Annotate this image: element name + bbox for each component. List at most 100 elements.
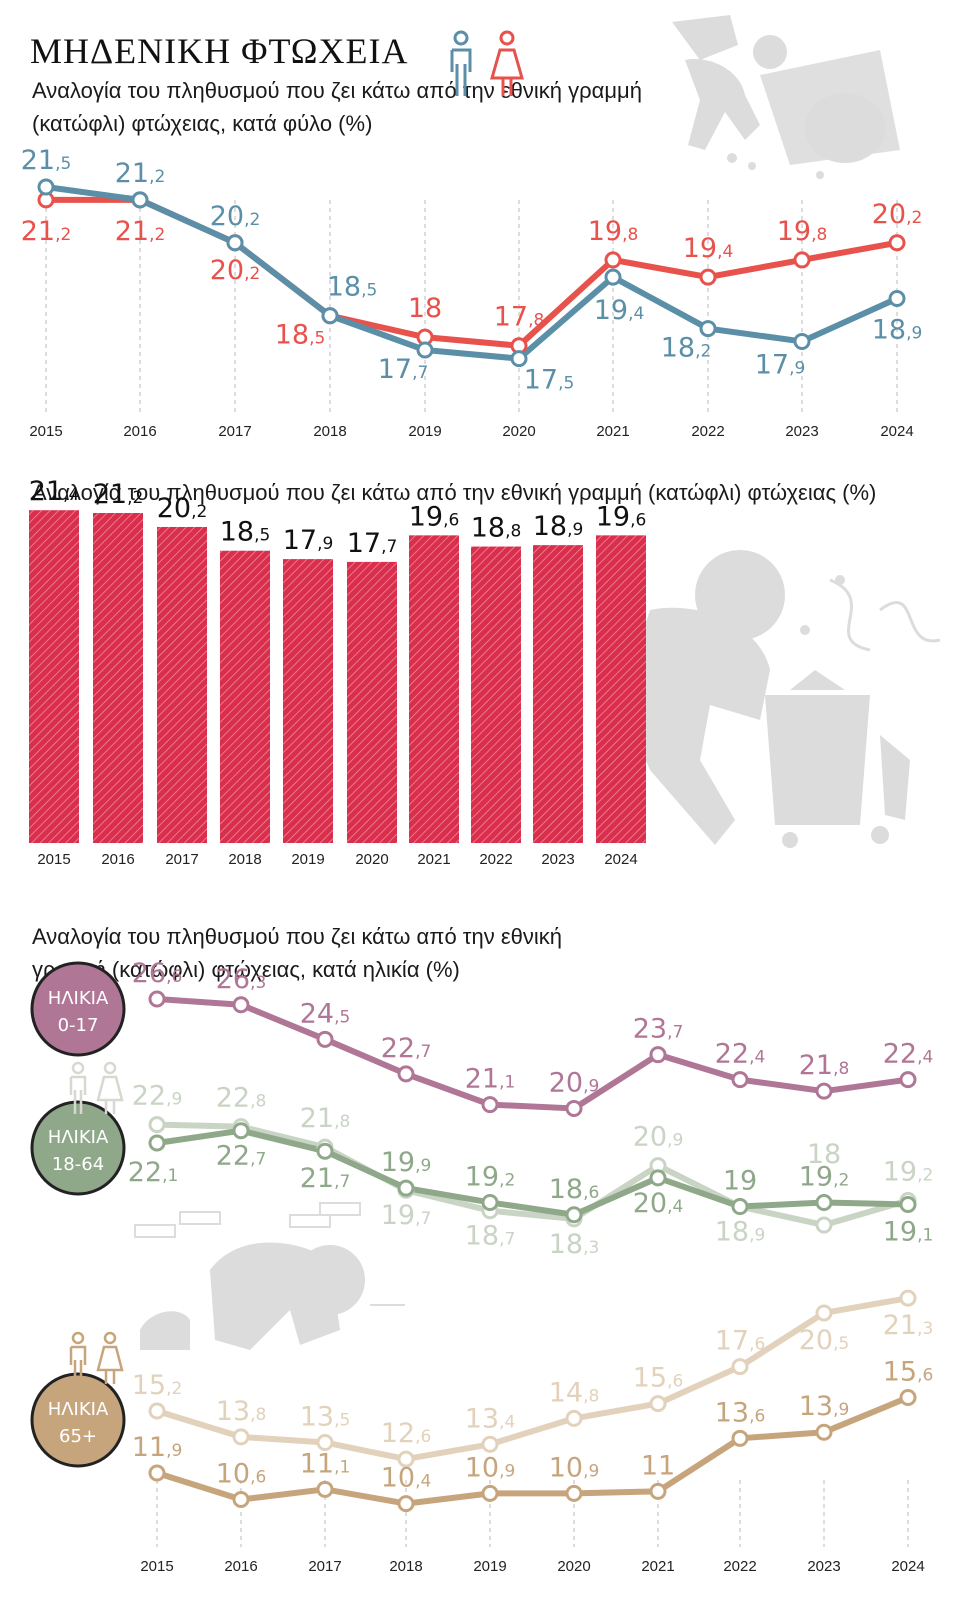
age-18-64-data-label-light: 19,2	[883, 1156, 934, 1187]
x-tick-label: 2018	[313, 423, 346, 440]
age-65-data-point-dark	[899, 1389, 917, 1407]
x-tick-label: 2023	[807, 1558, 840, 1575]
person-bending-illustration	[620, 550, 941, 848]
male-data-point	[699, 320, 717, 338]
age-18-64-data-point-dark	[649, 1169, 667, 1187]
age-18-64-data-point-dark	[815, 1193, 833, 1211]
x-tick-label: 2020	[502, 423, 535, 440]
age-18-64-data-label-light: 18,9	[715, 1217, 766, 1248]
male-data-point	[321, 307, 339, 325]
female-data-point	[604, 251, 622, 269]
age-18-64-data-label-dark: 19,2	[799, 1161, 850, 1192]
x-tick-label: 2024	[880, 423, 913, 440]
x-tick-label: 2022	[723, 1558, 756, 1575]
age-0-17-data-label: 24,5	[300, 998, 351, 1029]
age-65-data-label-light: 13,8	[216, 1396, 267, 1427]
age-0-17-data-label: 22,4	[715, 1039, 766, 1070]
male-data-label: 19,4	[594, 295, 645, 326]
male-data-point	[604, 268, 622, 286]
age-18-64-data-label-light: 19,7	[381, 1200, 432, 1231]
x-tick-label: 2024	[604, 851, 637, 868]
age-65-badge: ΗΛΙΚΙΑ 65+	[30, 1372, 126, 1468]
age-0-17-data-label: 22,7	[381, 1033, 432, 1064]
age-0-17-data-label: 22,4	[883, 1039, 934, 1070]
x-tick-label: 2015	[37, 851, 70, 868]
age-65-data-label-dark: 13,9	[799, 1391, 850, 1422]
age-0-17-data-point	[148, 990, 166, 1008]
age-18-64-data-point-light	[148, 1116, 166, 1134]
age-65-data-point-dark	[565, 1484, 583, 1502]
age-65-data-label-light: 13,4	[465, 1403, 516, 1434]
age-18-64-data-point-dark	[397, 1179, 415, 1197]
x-tick-label: 2016	[123, 423, 156, 440]
age-65-data-label-dark: 15,6	[883, 1357, 934, 1388]
age-0-17-data-label: 26,6	[132, 958, 183, 989]
age-65-series-line-dark	[156, 1394, 910, 1507]
x-tick-label: 2024	[891, 1558, 924, 1575]
bar	[409, 535, 459, 843]
total-chart-subtitle: Αναλογία του πληθυσμού που ζει κάτω από …	[32, 480, 877, 505]
female-data-label: 18	[408, 293, 442, 324]
male-data-point	[37, 178, 55, 196]
bar-data-label: 18,8	[471, 513, 522, 544]
x-tick-label: 2023	[541, 851, 574, 868]
man-icon	[450, 30, 472, 96]
x-tick-label: 2018	[228, 851, 261, 868]
age-0-17-data-point	[481, 1096, 499, 1114]
age-65-data-label-dark: 10,9	[465, 1452, 516, 1483]
age-18-64-data-label-light: 18	[807, 1139, 841, 1170]
age-0-17-data-point	[316, 1030, 334, 1048]
bar-data-label: 21,4	[29, 476, 80, 507]
age-65-data-label-light: 15,6	[633, 1363, 684, 1394]
age-18-64-data-label-light: 22,8	[216, 1083, 267, 1114]
male-data-label: 21,2	[115, 158, 166, 189]
female-data-point	[793, 251, 811, 269]
age-18-64-data-label-dark: 18,6	[549, 1174, 600, 1205]
age-18-64-data-label-dark: 19,1	[883, 1217, 934, 1248]
age-18-64-data-label-dark: 20,4	[633, 1188, 684, 1219]
age-0-17-data-label: 21,1	[465, 1064, 516, 1095]
age-65-data-label-dark: 11,1	[300, 1448, 351, 1479]
age-18-64-data-point-dark	[316, 1142, 334, 1160]
age-65-data-point-dark	[148, 1464, 166, 1482]
age-65-data-label-dark: 13,6	[715, 1397, 766, 1428]
female-data-label: 19,4	[683, 233, 734, 264]
person-crouching-illustration	[134, 1202, 405, 1350]
age-0-17-data-label: 23,7	[633, 1014, 684, 1045]
age-18-64-data-label-light: 22,9	[132, 1081, 183, 1112]
age-0-17-data-point	[232, 996, 250, 1014]
age-18-64-data-label-light: 18,7	[465, 1221, 516, 1252]
age-18-64-data-point-dark	[565, 1206, 583, 1224]
male-data-point	[793, 332, 811, 350]
bar	[596, 535, 646, 843]
male-data-point	[510, 350, 528, 368]
bar-data-label: 19,6	[596, 501, 647, 532]
age-badge-range: 65+	[59, 1426, 97, 1447]
bar	[220, 550, 270, 843]
age-65-data-point-dark	[815, 1423, 833, 1441]
x-tick-label: 2015	[29, 423, 62, 440]
age-18-64-badge: ΗΛΙΚΙΑ 18-64	[30, 1100, 126, 1196]
age-18-64-series-line-light	[156, 1121, 909, 1229]
male-data-point	[888, 290, 906, 308]
female-data-label: 21,2	[115, 216, 166, 247]
male-data-point	[416, 341, 434, 359]
age-line-chart: 2015 2016 2017 2018 2019 2020 2021 2022 2023 2024…	[30, 958, 934, 1575]
bar	[471, 546, 521, 843]
x-tick-label: 2017	[308, 1558, 341, 1575]
woman-icon	[490, 30, 524, 96]
male-data-point	[226, 234, 244, 252]
x-tick-label: 2020	[557, 1558, 590, 1575]
age-65-data-point-light	[565, 1409, 583, 1427]
age-18-64-data-label-dark: 19,9	[381, 1147, 432, 1178]
female-data-label: 21,2	[21, 216, 72, 247]
age-65-data-label-light: 14,8	[549, 1377, 600, 1408]
bar-data-label: 21,2	[93, 479, 144, 510]
age-0-17-data-label: 21,8	[799, 1050, 850, 1081]
age-chart-subtitle: Αναλογία του πληθυσμού που ζει κάτω από …	[32, 924, 563, 982]
age-0-17-data-point	[899, 1071, 917, 1089]
gender-chart-subtitle: Αναλογία του πληθυσμού που ζει κάτω από …	[32, 78, 642, 136]
age-65-data-point-light	[815, 1304, 833, 1322]
age-badge-label: ΗΛΙΚΙΑ	[48, 1127, 109, 1148]
bar-data-label: 18,9	[533, 511, 584, 542]
